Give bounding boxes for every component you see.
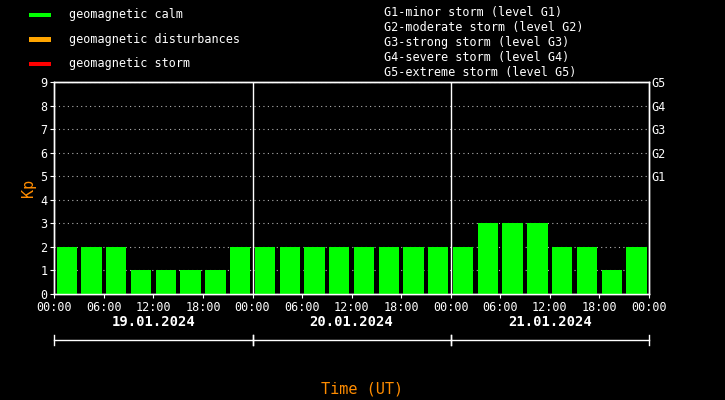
Bar bbox=[280, 247, 300, 294]
Bar bbox=[527, 223, 547, 294]
FancyBboxPatch shape bbox=[29, 62, 51, 66]
Bar bbox=[131, 270, 152, 294]
Bar bbox=[626, 247, 647, 294]
Bar bbox=[428, 247, 449, 294]
Text: geomagnetic storm: geomagnetic storm bbox=[69, 58, 190, 70]
Bar bbox=[106, 247, 126, 294]
Bar bbox=[478, 223, 498, 294]
Bar bbox=[205, 270, 225, 294]
Bar bbox=[378, 247, 399, 294]
Text: G3-strong storm (level G3): G3-strong storm (level G3) bbox=[384, 36, 570, 49]
Bar bbox=[57, 247, 77, 294]
Bar bbox=[453, 247, 473, 294]
Text: Time (UT): Time (UT) bbox=[321, 381, 404, 396]
Text: G2-moderate storm (level G2): G2-moderate storm (level G2) bbox=[384, 21, 584, 34]
Text: geomagnetic calm: geomagnetic calm bbox=[69, 8, 183, 21]
Bar bbox=[502, 223, 523, 294]
Bar bbox=[230, 247, 250, 294]
Bar bbox=[304, 247, 325, 294]
Bar bbox=[329, 247, 349, 294]
Y-axis label: Kp: Kp bbox=[21, 179, 36, 197]
Bar bbox=[254, 247, 275, 294]
FancyBboxPatch shape bbox=[29, 12, 51, 17]
Bar bbox=[552, 247, 572, 294]
Bar bbox=[181, 270, 201, 294]
Text: G4-severe storm (level G4): G4-severe storm (level G4) bbox=[384, 51, 570, 64]
Bar bbox=[403, 247, 423, 294]
Text: 19.01.2024: 19.01.2024 bbox=[112, 315, 195, 329]
Text: geomagnetic disturbances: geomagnetic disturbances bbox=[69, 33, 240, 46]
Text: 20.01.2024: 20.01.2024 bbox=[310, 315, 394, 329]
Bar bbox=[81, 247, 102, 294]
FancyBboxPatch shape bbox=[29, 37, 51, 42]
Bar bbox=[577, 247, 597, 294]
Bar bbox=[156, 270, 176, 294]
Text: 21.01.2024: 21.01.2024 bbox=[508, 315, 592, 329]
Bar bbox=[602, 270, 622, 294]
Bar bbox=[354, 247, 374, 294]
Text: G5-extreme storm (level G5): G5-extreme storm (level G5) bbox=[384, 66, 576, 80]
Text: G1-minor storm (level G1): G1-minor storm (level G1) bbox=[384, 6, 563, 19]
